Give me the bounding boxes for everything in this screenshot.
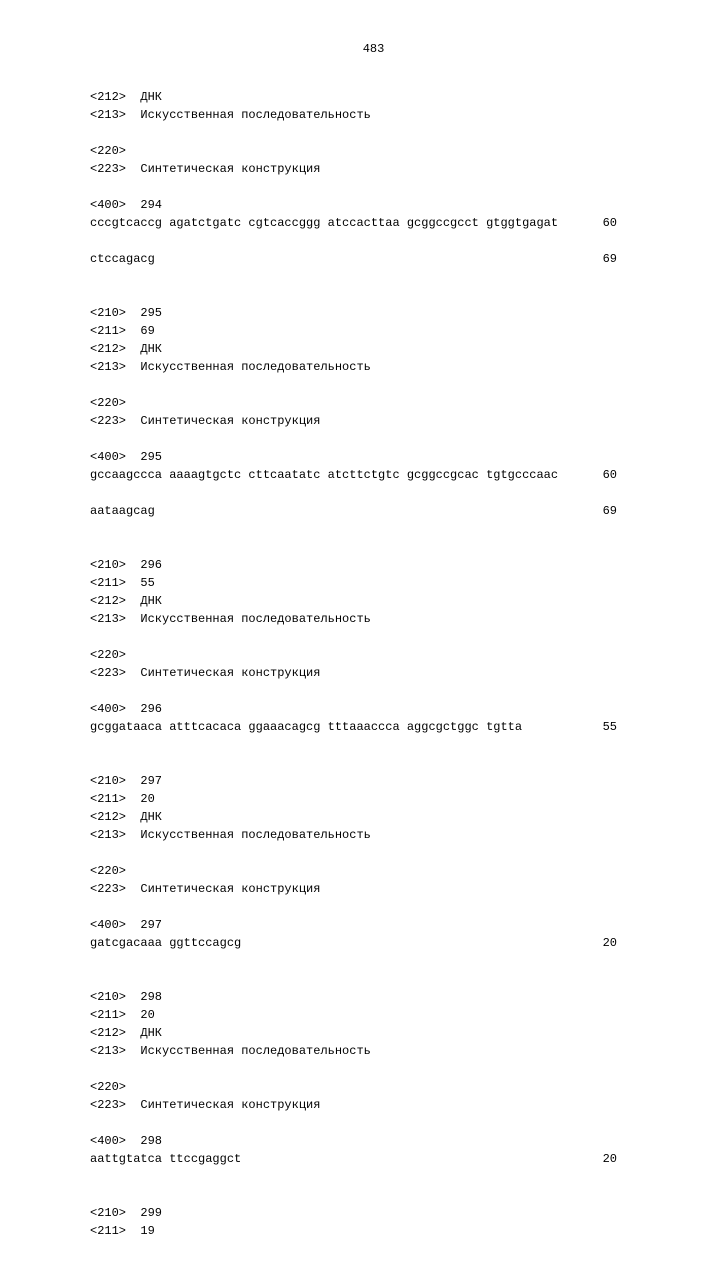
page-number: 483 bbox=[90, 40, 657, 58]
sequence-line: gccaagccca aaaagtgctc cttcaatatc atcttct… bbox=[90, 466, 657, 484]
tag-line: <210> 299 bbox=[90, 1204, 657, 1222]
sequence-position: 20 bbox=[587, 934, 657, 952]
tag-line: <220> bbox=[90, 142, 657, 160]
tag-line: <223> Синтетическая конструкция bbox=[90, 412, 657, 430]
tag-line: <220> bbox=[90, 862, 657, 880]
sequence-position: 69 bbox=[587, 250, 657, 268]
tag-line: <213> Искусственная последовательность bbox=[90, 610, 657, 628]
tag-line: <212> ДНК bbox=[90, 88, 657, 106]
tag-line: <213> Искусственная последовательность bbox=[90, 106, 657, 124]
tag-line: <223> Синтетическая конструкция bbox=[90, 664, 657, 682]
sequence-text: gcggataaca atttcacaca ggaaacagcg tttaaac… bbox=[90, 718, 522, 736]
tag-line: <211> 20 bbox=[90, 1006, 657, 1024]
seq-tag-line: <400> 295 bbox=[90, 448, 657, 466]
tag-line: <213> Искусственная последовательность bbox=[90, 826, 657, 844]
sequence-line: cccgtcaccg agatctgatc cgtcaccggg atccact… bbox=[90, 214, 657, 232]
sequence-listing: <212> ДНК<213> Искусственная последовате… bbox=[90, 88, 657, 1240]
tag-line: <223> Синтетическая конструкция bbox=[90, 880, 657, 898]
tag-line: <210> 298 bbox=[90, 988, 657, 1006]
tag-line: <213> Искусственная последовательность bbox=[90, 358, 657, 376]
sequence-line: aataagcag 69 bbox=[90, 502, 657, 520]
sequence-position: 20 bbox=[587, 1150, 657, 1168]
sequence-line: aattgtatca ttccgaggct 20 bbox=[90, 1150, 657, 1168]
sequence-line: gatcgacaaa ggttccagcg 20 bbox=[90, 934, 657, 952]
sequence-line: ctccagacg 69 bbox=[90, 250, 657, 268]
tag-line: <211> 55 bbox=[90, 574, 657, 592]
tag-line: <211> 69 bbox=[90, 322, 657, 340]
sequence-text: aattgtatca ttccgaggct bbox=[90, 1150, 241, 1168]
tag-line: <223> Синтетическая конструкция bbox=[90, 1096, 657, 1114]
tag-line: <220> bbox=[90, 394, 657, 412]
tag-line: <212> ДНК bbox=[90, 1024, 657, 1042]
sequence-text: cccgtcaccg agatctgatc cgtcaccggg atccact… bbox=[90, 214, 558, 232]
sequence-text: gccaagccca aaaagtgctc cttcaatatc atcttct… bbox=[90, 466, 558, 484]
sequence-position: 55 bbox=[587, 718, 657, 736]
sequence-text: gatcgacaaa ggttccagcg bbox=[90, 934, 241, 952]
tag-line: <210> 297 bbox=[90, 772, 657, 790]
sequence-position: 69 bbox=[587, 502, 657, 520]
tag-line: <220> bbox=[90, 1078, 657, 1096]
seq-tag-line: <400> 297 bbox=[90, 916, 657, 934]
sequence-position: 60 bbox=[587, 214, 657, 232]
sequence-text: aataagcag bbox=[90, 502, 155, 520]
tag-line: <212> ДНК bbox=[90, 808, 657, 826]
tag-line: <220> bbox=[90, 646, 657, 664]
tag-line: <213> Искусственная последовательность bbox=[90, 1042, 657, 1060]
sequence-position: 60 bbox=[587, 466, 657, 484]
tag-line: <223> Синтетическая конструкция bbox=[90, 160, 657, 178]
seq-tag-line: <400> 296 bbox=[90, 700, 657, 718]
tag-line: <211> 20 bbox=[90, 790, 657, 808]
sequence-line: gcggataaca atttcacaca ggaaacagcg tttaaac… bbox=[90, 718, 657, 736]
tag-line: <210> 296 bbox=[90, 556, 657, 574]
tag-line: <210> 295 bbox=[90, 304, 657, 322]
tag-line: <212> ДНК bbox=[90, 592, 657, 610]
seq-tag-line: <400> 298 bbox=[90, 1132, 657, 1150]
sequence-text: ctccagacg bbox=[90, 250, 155, 268]
tag-line: <211> 19 bbox=[90, 1222, 657, 1240]
seq-tag-line: <400> 294 bbox=[90, 196, 657, 214]
tag-line: <212> ДНК bbox=[90, 340, 657, 358]
